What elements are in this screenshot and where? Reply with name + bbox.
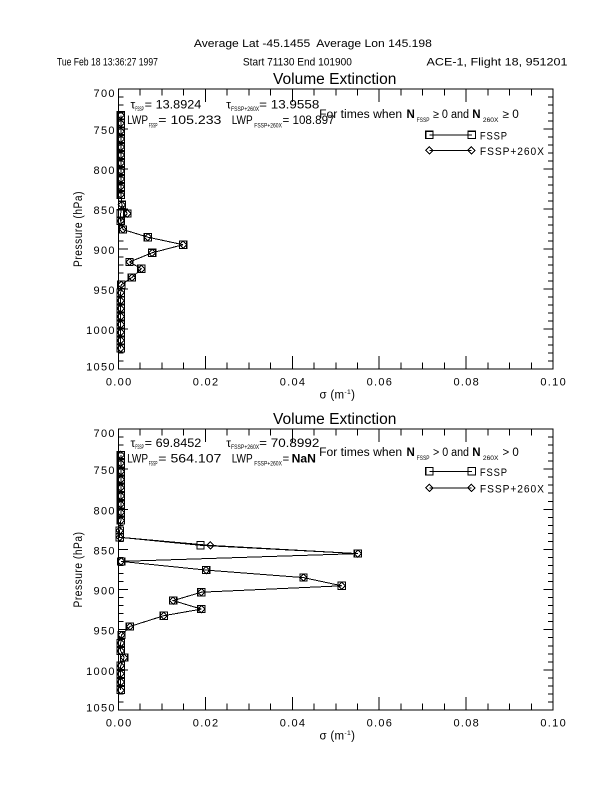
svg-text:LWP: LWP	[232, 454, 253, 466]
svg-text:260X: 260X	[483, 455, 499, 462]
svg-text:Average Lat -45.1455 Average: Average Lat -45.1455 Average Lon 145.198	[194, 38, 432, 50]
svg-text:Volume Extinction: Volume Extinction	[273, 411, 396, 428]
svg-text:1050: 1050	[86, 362, 116, 374]
svg-text:0.10: 0.10	[540, 376, 567, 388]
svg-text:For times when: For times when	[319, 109, 402, 121]
svg-text:750: 750	[94, 465, 116, 477]
svg-text:= 69.8452: = 69.8452	[145, 438, 202, 450]
svg-text:N: N	[407, 447, 415, 459]
svg-text:≥ 0: ≥ 0	[503, 109, 519, 121]
svg-text:0.04: 0.04	[280, 717, 307, 729]
svg-text:Tue Feb 18 13:36:27 1997: Tue Feb 18 13:36:27 1997	[57, 56, 158, 68]
svg-text:FSSP: FSSP	[417, 117, 430, 124]
svg-text:750: 750	[94, 125, 116, 137]
svg-text:N: N	[407, 109, 415, 121]
svg-text:0.00: 0.00	[106, 376, 133, 388]
svg-text:1000: 1000	[86, 666, 116, 678]
svg-text:τ: τ	[226, 436, 231, 450]
svg-text:FSSP+260X: FSSP+260X	[254, 122, 282, 129]
svg-text:FSSP+260X: FSSP+260X	[480, 146, 545, 158]
svg-text:N: N	[472, 109, 480, 121]
svg-text:260X: 260X	[483, 117, 499, 124]
svg-text:900: 900	[94, 586, 116, 598]
svg-text:τ: τ	[226, 98, 231, 112]
svg-text:τ: τ	[131, 98, 136, 112]
svg-text:FSSP: FSSP	[480, 467, 508, 479]
svg-text:> 0: > 0	[503, 447, 519, 459]
svg-text:FSSP+260X: FSSP+260X	[231, 444, 260, 451]
svg-text:LWP: LWP	[232, 115, 253, 127]
svg-text:Start 71130 End 101900: Start 71130 End 101900	[243, 56, 352, 68]
svg-text:FSSP: FSSP	[135, 444, 144, 451]
svg-text:950: 950	[94, 626, 116, 638]
svg-text:Pressure (hPa): Pressure (hPa)	[73, 191, 85, 267]
svg-text:0.06: 0.06	[367, 376, 394, 388]
svg-text:= 564.107: = 564.107	[158, 454, 221, 466]
svg-text:FSSP+260X: FSSP+260X	[480, 484, 545, 496]
svg-text:FSSP+260X: FSSP+260X	[231, 106, 260, 113]
svg-text:= 70.8992: = 70.8992	[259, 438, 319, 450]
svg-text:≥ 0 and: ≥ 0 and	[433, 109, 469, 121]
svg-text:=: =	[283, 454, 290, 466]
svg-text:= 13.9558: = 13.9558	[259, 100, 319, 112]
svg-text:0.00: 0.00	[106, 717, 133, 729]
svg-text:N: N	[472, 447, 480, 459]
svg-text:τ: τ	[131, 436, 136, 450]
svg-text:0.04: 0.04	[280, 376, 307, 388]
svg-text:0.08: 0.08	[453, 717, 480, 729]
svg-text:1000: 1000	[86, 325, 116, 337]
svg-text:0.10: 0.10	[540, 717, 567, 729]
svg-text:= 105.233: = 105.233	[158, 115, 221, 127]
svg-text:800: 800	[94, 165, 116, 177]
svg-text:Volume Extinction: Volume Extinction	[273, 71, 396, 88]
svg-text:700: 700	[94, 428, 116, 440]
svg-text:0.06: 0.06	[367, 717, 394, 729]
svg-text:FSSP: FSSP	[480, 131, 508, 143]
svg-text:0.08: 0.08	[453, 376, 480, 388]
svg-text:LWP: LWP	[127, 115, 148, 127]
svg-text:ACE-1, Flight 18, 951201: ACE-1, Flight 18, 951201	[427, 56, 568, 68]
svg-text:= 13.8924: = 13.8924	[145, 100, 202, 112]
svg-text:For times when: For times when	[319, 447, 402, 459]
svg-text:LWP: LWP	[127, 454, 148, 466]
svg-text:950: 950	[94, 285, 116, 297]
svg-text:700: 700	[94, 88, 116, 100]
svg-text:850: 850	[94, 205, 116, 217]
svg-text:FSSP: FSSP	[149, 122, 158, 129]
svg-text:0.02: 0.02	[193, 376, 220, 388]
svg-text:850: 850	[94, 545, 116, 557]
svg-text:1050: 1050	[86, 703, 116, 715]
svg-text:0.02: 0.02	[193, 717, 220, 729]
svg-text:900: 900	[94, 245, 116, 257]
svg-text:Pressure (hPa): Pressure (hPa)	[73, 532, 85, 608]
svg-text:FSSP+260X: FSSP+260X	[254, 461, 282, 468]
svg-text:FSSP: FSSP	[149, 461, 158, 468]
svg-text:FSSP: FSSP	[417, 455, 430, 462]
svg-text:NaN: NaN	[292, 454, 316, 466]
svg-text:FSSP: FSSP	[135, 106, 144, 113]
svg-text:800: 800	[94, 505, 116, 517]
svg-text:> 0 and: > 0 and	[433, 447, 469, 459]
svg-text:= 108.897: = 108.897	[283, 115, 335, 127]
